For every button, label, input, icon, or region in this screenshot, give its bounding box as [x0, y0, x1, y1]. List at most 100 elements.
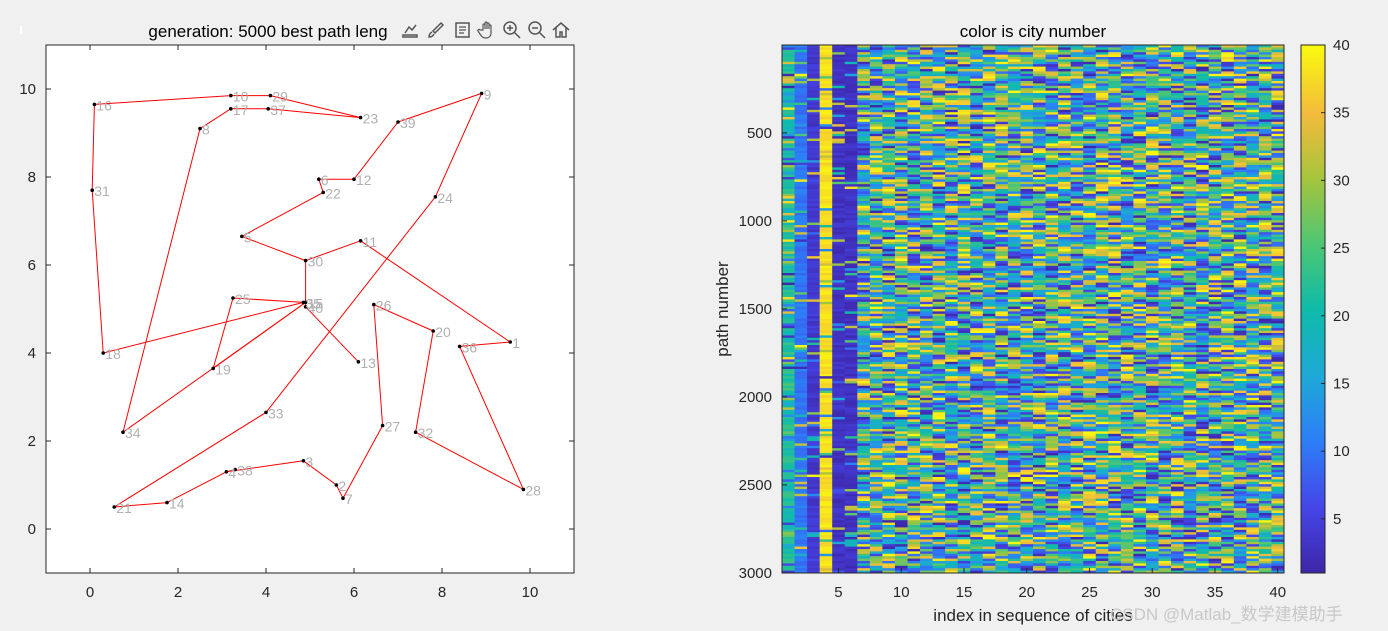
- heatmap-cell: [1233, 234, 1247, 238]
- heatmap-cell: [1258, 328, 1272, 331]
- heatmap-cell: [1196, 66, 1210, 70]
- heatmap-cell: [945, 78, 959, 82]
- heatmap-cell: [1033, 109, 1046, 113]
- heatmap-cell: [894, 249, 908, 252]
- heatmap-cell: [1183, 232, 1197, 235]
- city-point: [352, 177, 356, 181]
- heatmap-cell: [894, 301, 908, 305]
- heatmap-cell: [970, 71, 984, 75]
- heatmap-cell: [1208, 311, 1222, 315]
- heatmap-cell: [1120, 107, 1134, 111]
- heatmap-cell: [1108, 309, 1122, 312]
- heatmap-cell: [982, 95, 996, 99]
- heatmap-cell: [1033, 227, 1046, 231]
- heatmap-cell: [844, 249, 858, 252]
- heatmap-cell: [832, 157, 846, 161]
- heatmap-cell: [1145, 297, 1159, 300]
- heatmap-cell: [869, 256, 883, 259]
- heatmap-cell: [945, 107, 959, 111]
- heatmap-cell: [1145, 165, 1159, 168]
- heatmap-cell: [794, 217, 808, 221]
- heatmap-cell: [1083, 105, 1097, 108]
- heatmap-cell: [1133, 112, 1147, 115]
- heatmap-cell: [857, 105, 871, 108]
- heatmap-cell: [907, 85, 921, 89]
- heatmap-cell: [995, 251, 1009, 255]
- heatmap-cell: [832, 306, 846, 310]
- heatmap-cell: [1246, 148, 1260, 151]
- heatmap-cell: [1070, 52, 1084, 55]
- x-tick-label: 10: [522, 584, 539, 601]
- heatmap-cell: [1007, 323, 1021, 327]
- city-point: [101, 351, 105, 355]
- heatmap-cell: [782, 61, 795, 65]
- heatmap-cell: [844, 270, 858, 274]
- heatmap-cell: [920, 162, 933, 166]
- heatmap-cell: [1070, 316, 1084, 319]
- heatmap-cell: [807, 49, 821, 53]
- heatmap-cell: [1158, 285, 1172, 288]
- heatmap-cell: [1171, 256, 1184, 259]
- heatmap-cell: [1095, 311, 1109, 315]
- heatmap-cell: [1108, 114, 1122, 118]
- heatmap-cell: [995, 237, 1009, 240]
- heatmap-cell: [807, 121, 821, 125]
- heatmap-cell: [907, 165, 921, 168]
- heatmap-cell: [1158, 287, 1172, 291]
- heatmap-cell: [920, 85, 933, 89]
- heatmap-cell: [807, 193, 821, 197]
- heatmap-cell: [1145, 268, 1159, 271]
- heatmap-cell: [1258, 52, 1272, 55]
- heatmap-cell: [1158, 169, 1172, 173]
- heatmap-cell: [1045, 311, 1059, 315]
- heatmap-cell: [894, 181, 908, 185]
- heatmap-cell: [869, 138, 883, 142]
- heatmap-cell: [832, 246, 846, 250]
- heatmap-cell: [869, 85, 883, 89]
- heatmap-cell: [982, 246, 996, 250]
- heatmap-cell: [1120, 198, 1134, 202]
- heatmap-cell: [1033, 213, 1046, 216]
- heatmap-cell: [882, 61, 896, 65]
- heatmap-cell: [1233, 270, 1247, 274]
- heatmap-cell: [995, 47, 1009, 51]
- heatmap-cell: [982, 119, 996, 123]
- heatmap-cell: [1233, 210, 1247, 214]
- city-point: [396, 120, 400, 124]
- heatmap-cell: [970, 213, 984, 216]
- heatmap-cell: [1083, 143, 1097, 147]
- city-label: 30: [308, 254, 324, 270]
- heatmap-cell: [844, 330, 858, 334]
- heatmap-cell: [1233, 203, 1247, 207]
- heatmap-cell: [907, 112, 921, 115]
- heatmap-cell: [982, 258, 996, 262]
- heatmap-cell: [1108, 261, 1122, 264]
- heatmap-cell: [857, 196, 871, 199]
- heatmap-cell: [794, 129, 808, 132]
- heatmap-cell: [1058, 66, 1072, 70]
- heatmap-cell: [945, 138, 959, 142]
- heatmap-cell: [1058, 193, 1072, 197]
- heatmap-cell: [1208, 172, 1222, 175]
- heatmap-cell: [970, 97, 984, 101]
- heatmap-cell: [995, 184, 1009, 187]
- heatmap-cell: [1120, 119, 1134, 123]
- heatmap-cell: [1258, 318, 1272, 322]
- heatmap-cell: [1007, 244, 1021, 247]
- tour-segment: [241, 235, 306, 262]
- heatmap-cell: [882, 112, 896, 115]
- heatmap-cell: [782, 244, 795, 247]
- heatmap-cell: [1258, 225, 1272, 228]
- heatmap-cell: [932, 165, 946, 168]
- heatmap-cell: [1120, 193, 1134, 197]
- heatmap-cell: [1020, 246, 1034, 250]
- heatmap-cell: [882, 294, 896, 298]
- heatmap-cell: [1083, 270, 1097, 274]
- heatmap-cell: [832, 193, 846, 197]
- heatmap-cell: [857, 117, 871, 120]
- heatmap-cell: [995, 61, 1009, 65]
- heatmap-cell: [794, 297, 808, 300]
- heatmap-cell: [1271, 189, 1285, 192]
- heatmap-cell: [832, 165, 846, 168]
- heatmap-cell: [970, 270, 984, 274]
